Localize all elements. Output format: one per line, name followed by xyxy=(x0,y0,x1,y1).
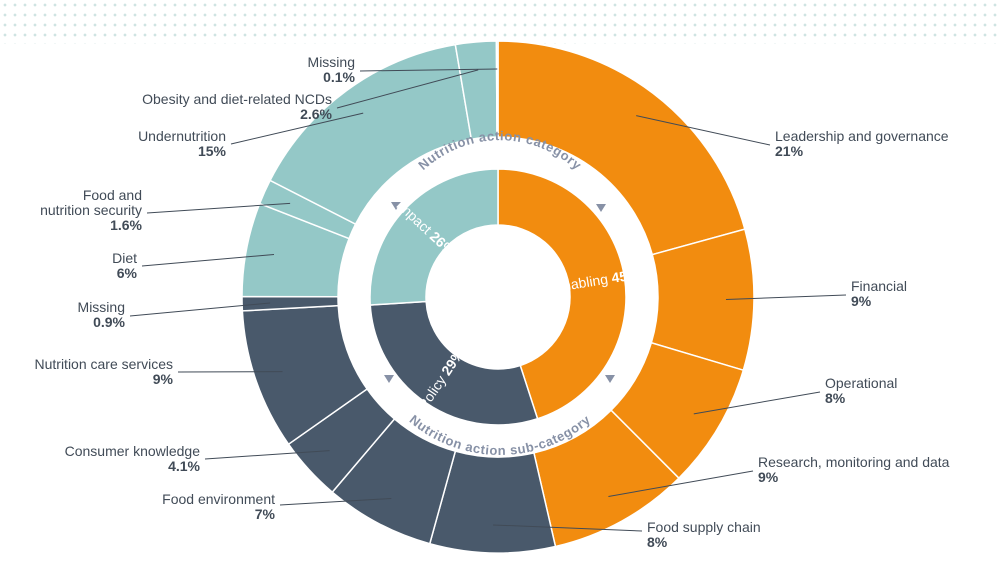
outer-label-12: Obesity and diet-related NCDs 2.6% xyxy=(142,91,332,122)
outer-slice-13 xyxy=(495,40,499,138)
leader-line-4 xyxy=(493,524,643,532)
inner-slice-impact xyxy=(369,168,499,306)
leader-line-12 xyxy=(336,69,479,109)
outer-label-9: Diet 6% xyxy=(112,250,137,281)
band-arrow-top-left xyxy=(391,202,401,210)
outer-label-5: Food environment 7% xyxy=(162,491,275,522)
leader-line-0 xyxy=(636,115,771,146)
outer-slice-0 xyxy=(497,40,746,256)
outer-label-10: Food and nutrition security 1.6% xyxy=(40,187,142,233)
leader-line-6 xyxy=(204,450,330,460)
outer-ring-labels: Leadership and governance 21% Financial 9% O… xyxy=(35,54,950,550)
leader-line-5 xyxy=(279,498,392,506)
outer-label-6: Consumer knowledge 4.1% xyxy=(65,443,201,474)
outer-label-0: Leadership and governance 21% xyxy=(775,128,949,159)
outer-label-7: Nutrition care services 9% xyxy=(35,356,174,387)
band-arrow-top-right xyxy=(596,204,606,212)
band-arrow-bottom-right xyxy=(605,375,615,383)
band-arrow-bottom-left xyxy=(384,375,394,383)
leader-line-13 xyxy=(359,68,498,72)
inner-slice-policy xyxy=(369,300,539,426)
inner-ring xyxy=(369,168,627,426)
leader-line-9 xyxy=(141,253,275,267)
outer-label-4: Food supply chain 8% xyxy=(647,519,761,550)
leader-line-2 xyxy=(693,391,821,415)
inner-slice-enabling xyxy=(497,168,627,420)
leader-line-11 xyxy=(230,112,364,145)
outer-label-1: Financial 9% xyxy=(851,278,907,309)
outer-label-11: Undernutrition 15% xyxy=(138,128,226,159)
leader-line-1 xyxy=(725,294,847,300)
outer-label-3: Research, monitoring and data 9% xyxy=(758,454,950,485)
leader-line-10 xyxy=(146,202,291,214)
dotted-header-pattern xyxy=(0,0,1000,44)
leader-lines xyxy=(129,68,847,532)
outer-label-13: Missing 0.1% xyxy=(308,54,356,85)
outer-label-8: Missing 0.9% xyxy=(78,299,126,330)
outer-label-2: Operational 8% xyxy=(825,375,897,406)
leader-line-8 xyxy=(129,302,271,317)
outer-ring xyxy=(241,40,755,554)
leader-line-3 xyxy=(608,470,754,497)
